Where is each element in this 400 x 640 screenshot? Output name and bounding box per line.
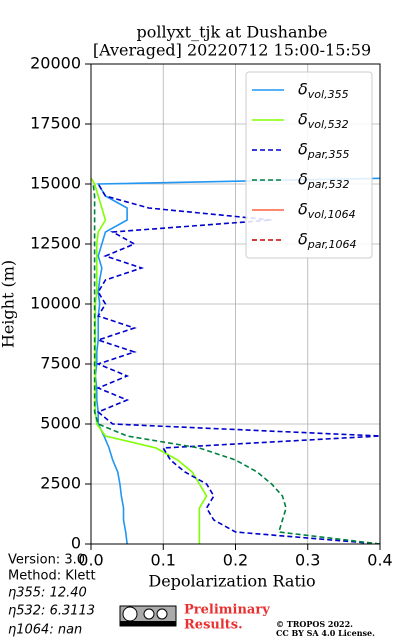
y-tick-label: 2500 (40, 474, 81, 493)
license: CC BY SA 4.0 License. (276, 628, 375, 638)
preliminary-note: Preliminary (184, 603, 270, 618)
plot-area (91, 177, 380, 544)
annotation: η532: 6.3113 (8, 604, 95, 619)
x-tick-label: 0.2 (223, 551, 248, 570)
y-tick-label: 12500 (30, 234, 81, 253)
y-axis-label: Height (m) (0, 260, 18, 348)
y-tick-label: 17500 (30, 114, 81, 133)
y-tick-label: 20000 (30, 54, 81, 73)
annotation: η1064: nan (8, 623, 82, 638)
x-axis-label: Depolarization Ratio (148, 572, 315, 591)
chart-subtitle: [Averaged] 20220712 15:00-15:59 (93, 41, 371, 60)
x-tick-label: 0.4 (367, 551, 392, 570)
cc-logo (119, 605, 177, 627)
y-tick-label: 0 (71, 534, 81, 553)
x-tick-label: 0.3 (295, 551, 320, 570)
annotation: Version: 3.0 (8, 553, 85, 568)
x-tick-label: 0.1 (151, 551, 176, 570)
series-line (92, 183, 380, 544)
chart-title: pollyxt_tjk at Dushanbe (136, 23, 327, 42)
y-tick-label: 5000 (40, 414, 81, 433)
series-line (94, 177, 380, 544)
x-tick-label: 0.0 (78, 551, 103, 570)
annotation: Method: Klett (8, 569, 96, 584)
copyright: © TROPOS 2022. (276, 619, 353, 629)
annotation: η355: 12.40 (8, 586, 87, 601)
preliminary-note: Results. (184, 618, 243, 633)
legend-box (245, 71, 373, 259)
y-tick-label: 15000 (30, 174, 81, 193)
plot-frame (90, 63, 381, 545)
y-tick-label: 10000 (30, 294, 81, 313)
series-line (95, 183, 380, 544)
y-tick-label: 7500 (40, 354, 81, 373)
